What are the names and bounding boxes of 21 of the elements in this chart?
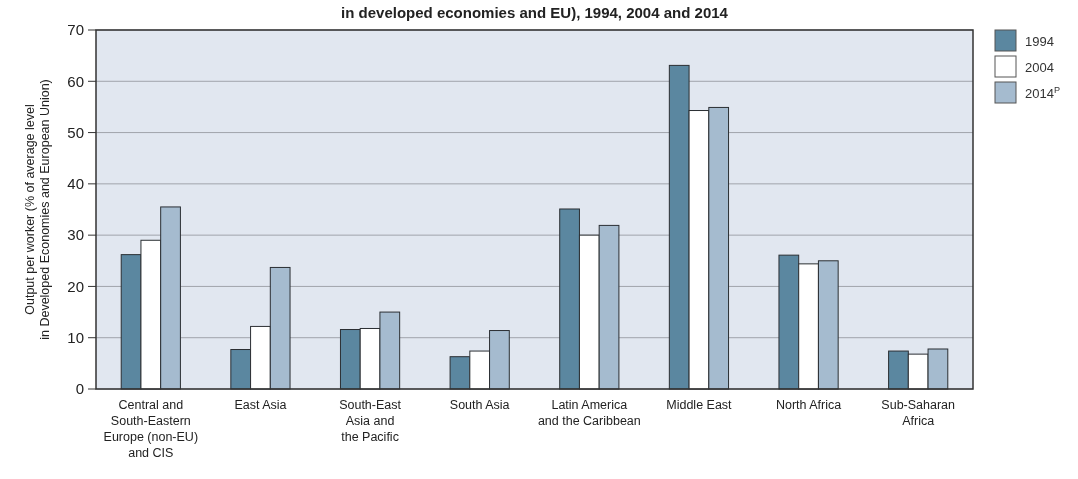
x-tick-label: Latin America and the Caribbean <box>537 398 641 428</box>
legend-label: 2004 <box>1025 59 1054 75</box>
x-tick-label: South Asia <box>449 398 510 412</box>
y-tick-label: 70 <box>67 21 84 39</box>
y-tick-label: 60 <box>67 72 84 90</box>
legend-label: 2014$^{P}$ <box>1025 84 1060 101</box>
x-tick-label: Sub-Saharan Africa <box>881 398 956 428</box>
x-tick-label: East Asia <box>234 398 287 412</box>
y-tick-label: 20 <box>67 277 84 295</box>
y-axis-title: Output per worker (% of average level in Developed Economies and European Union) <box>23 79 52 340</box>
chart-title: in developed economies and EU), 1994, 2004 and 2014 <box>341 4 729 21</box>
y-tick-label: 10 <box>67 328 84 346</box>
x-tick-label: South-East Asia and the Pacific <box>339 398 402 444</box>
x-tick-label: North Africa <box>775 398 842 412</box>
x-tick-label: Central and South-Eastern Europe (non-EU) and CIS <box>103 398 199 460</box>
legend-label: 1994 <box>1025 33 1054 49</box>
y-tick-label: 30 <box>67 226 84 244</box>
y-tick-label: 50 <box>67 123 84 141</box>
x-tick-label: Middle East <box>666 398 733 412</box>
y-tick-label: 40 <box>67 175 84 193</box>
y-tick-label: 0 <box>75 380 84 398</box>
